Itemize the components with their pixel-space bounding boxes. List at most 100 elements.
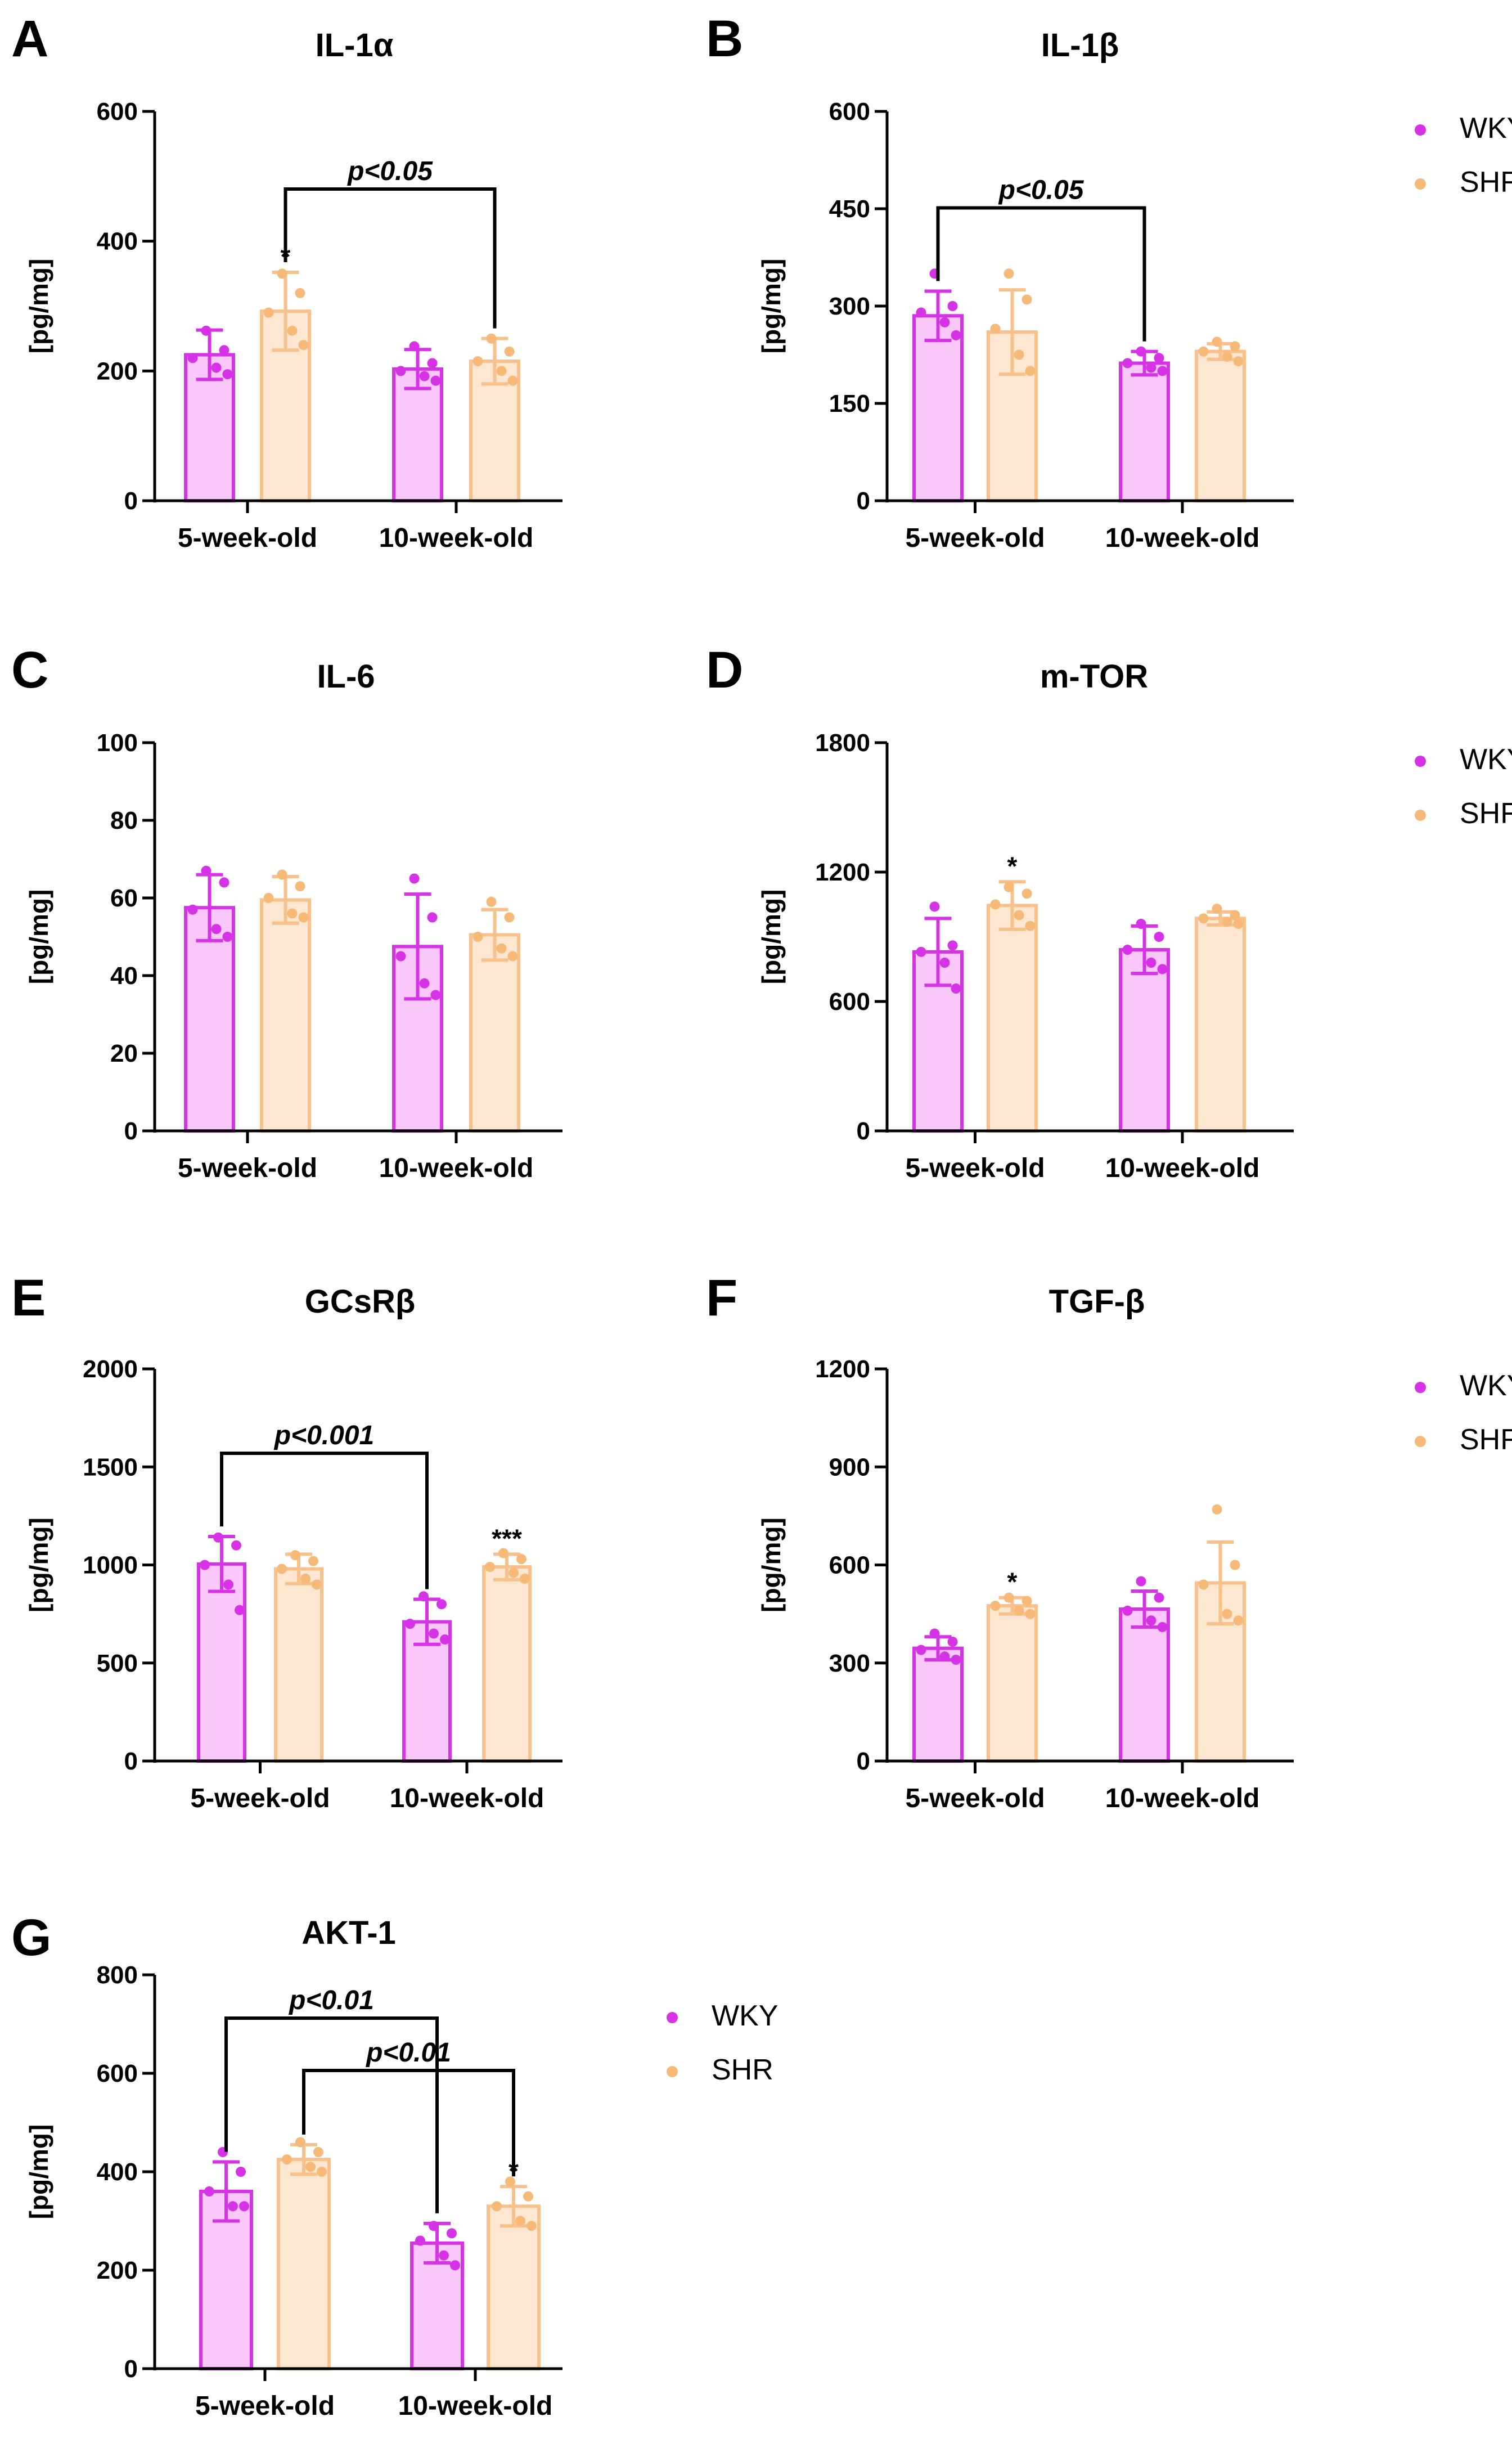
p-value-annotation: p<0.01 <box>365 2038 451 2068</box>
chart-panel-e: E GCsRβ [pg/mg] 0 500 1000 1500 2000 5-week-old 1… <box>11 1269 562 1813</box>
data-point <box>277 268 287 279</box>
data-point <box>409 341 420 352</box>
significance-bracket <box>224 2016 439 2213</box>
data-point <box>429 1628 439 1639</box>
data-point <box>496 366 507 376</box>
y-tick-label: 150 <box>829 390 870 417</box>
data-point <box>1233 919 1244 929</box>
data-point <box>239 2201 249 2212</box>
data-point <box>1230 1560 1240 1570</box>
legend-marker-shr <box>667 2066 678 2077</box>
bar-wky-0 <box>912 314 964 502</box>
p-value-annotation: p<0.01 <box>288 1986 374 2015</box>
x-tick-label: 5-week-old <box>195 2391 335 2421</box>
significance-bracket <box>936 206 1146 342</box>
data-point <box>990 1601 1001 1611</box>
data-point <box>939 1651 950 1662</box>
bar-shr-0 <box>274 1567 323 1763</box>
data-point <box>1212 336 1222 347</box>
data-point <box>295 288 305 298</box>
y-tick-label: 0 <box>124 487 138 515</box>
chart-panel-f: F TGF-β [pg/mg] 0 300 600 900 1200 5-week-old 10-… <box>706 1269 1512 1813</box>
data-point <box>929 1628 940 1639</box>
data-point <box>990 899 1001 910</box>
x-tick-label: 10-week-old <box>1105 1153 1260 1183</box>
y-tick-label: 600 <box>829 988 870 1016</box>
p-value-annotation: p<0.05 <box>998 175 1084 205</box>
legend-label-shr: SHR <box>1460 166 1512 199</box>
y-axis-label: [pg/mg] <box>757 259 786 354</box>
chart-title: TGF-β <box>1049 1283 1145 1320</box>
data-point <box>916 307 926 318</box>
data-point <box>395 951 406 962</box>
data-point <box>440 1634 450 1645</box>
data-point <box>951 983 961 994</box>
y-tick-label: 900 <box>829 1453 870 1481</box>
chart-title: m-TOR <box>1040 658 1148 695</box>
y-tick-label: 80 <box>110 807 138 834</box>
data-point <box>222 932 233 942</box>
y-tick-label: 0 <box>857 1117 870 1145</box>
legend-label-wky: WKY <box>1460 112 1512 145</box>
significance-star: * <box>1007 1567 1018 1597</box>
data-point <box>526 2221 537 2231</box>
data-point <box>1146 362 1156 373</box>
data-point <box>1230 341 1240 352</box>
bar-shr-1 <box>482 1565 532 1763</box>
data-point <box>1136 346 1146 357</box>
data-point <box>290 1550 300 1561</box>
data-point <box>201 325 212 336</box>
y-tick-label: 1500 <box>83 1453 138 1481</box>
bar-wky-0 <box>912 1646 964 1763</box>
data-point <box>1122 1605 1133 1616</box>
data-point <box>282 2154 292 2165</box>
y-tick-label: 450 <box>829 195 870 223</box>
data-point <box>492 2201 502 2212</box>
data-point <box>1022 294 1032 305</box>
x-tick-label: 5-week-old <box>905 1153 1045 1183</box>
data-point <box>277 869 287 880</box>
data-point <box>498 1548 508 1558</box>
data-point <box>405 1619 415 1629</box>
data-point <box>277 1564 287 1574</box>
data-point <box>430 990 441 1000</box>
data-point <box>523 2191 533 2202</box>
chart-panel-a: A IL-1α [pg/mg] 0 200 400 600 5-week-old 10-week… <box>11 10 562 553</box>
y-tick-label: 600 <box>97 98 138 125</box>
data-point <box>507 951 518 962</box>
data-point <box>1025 1609 1036 1619</box>
data-point <box>486 333 497 344</box>
data-point <box>236 2167 246 2177</box>
data-point <box>223 1579 233 1590</box>
chart-panel-b: B IL-1β [pg/mg] 0 150 300 450 600 5-week-old 10-w… <box>706 10 1512 553</box>
data-point <box>1222 917 1232 927</box>
data-point <box>1198 913 1209 924</box>
legend: WKY SHR <box>1415 1369 1512 1456</box>
y-tick-label: 300 <box>829 1650 870 1677</box>
data-point <box>1233 356 1244 367</box>
y-tick-label: 2000 <box>83 1355 138 1383</box>
legend: WKY SHR <box>1415 112 1512 199</box>
y-tick-label: 100 <box>97 729 138 757</box>
legend-marker-shr <box>1415 178 1426 190</box>
panel-letter: A <box>11 10 48 68</box>
y-tick-label: 60 <box>110 884 138 912</box>
data-point <box>939 317 950 327</box>
data-point <box>429 2221 439 2231</box>
data-point <box>450 2260 460 2271</box>
data-point <box>939 958 950 968</box>
data-point <box>1025 920 1036 931</box>
data-point <box>485 1561 495 1572</box>
y-tick-label: 400 <box>97 228 138 255</box>
data-point <box>507 375 518 386</box>
data-point <box>300 1573 310 1584</box>
data-point <box>308 1556 318 1566</box>
data-point <box>213 1532 223 1543</box>
bar-shr-1 <box>469 933 520 1133</box>
data-point <box>472 356 483 367</box>
y-tick-label: 0 <box>857 1748 870 1775</box>
y-tick-label: 600 <box>829 98 870 125</box>
data-point <box>430 375 441 386</box>
legend-marker-wky <box>1415 1382 1426 1393</box>
data-point <box>222 369 233 380</box>
